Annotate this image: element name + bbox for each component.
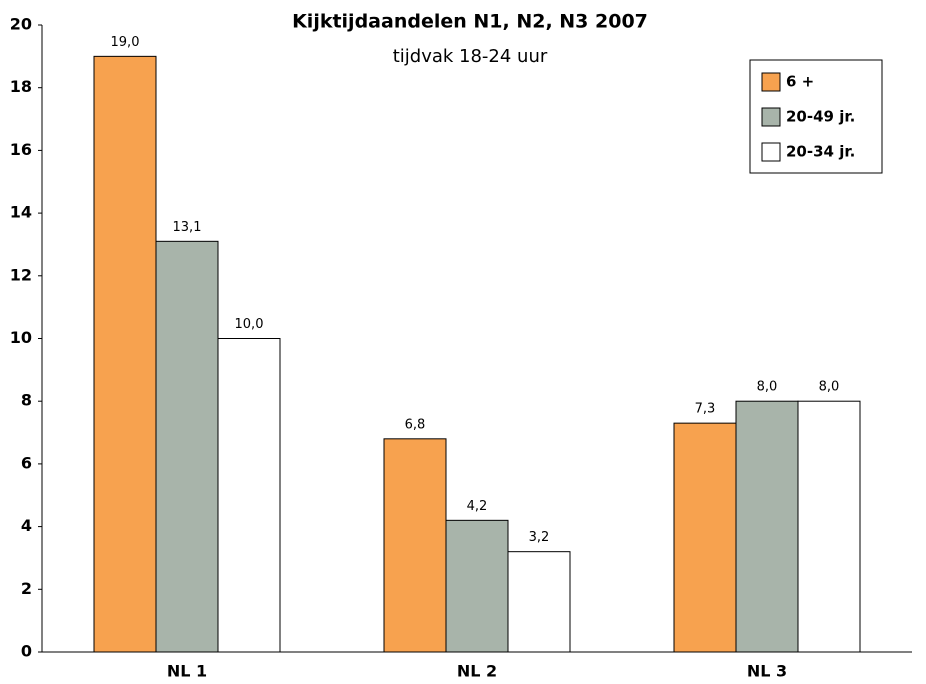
x-tick-label: NL 1 [167,662,207,681]
legend-swatch [761,142,781,162]
bar [93,55,157,653]
y-tick-label: 2 [21,579,32,598]
value-label: 7,3 [695,402,716,417]
bar [383,438,447,653]
bar [155,240,219,653]
x-tick-label: NL 2 [457,662,497,681]
bar [797,400,861,653]
bar [735,400,799,653]
bar [217,338,281,653]
y-tick-label: 14 [10,203,32,222]
y-tick-label: 8 [21,391,32,410]
legend-swatch [761,72,781,92]
y-tick-label: 6 [21,453,32,472]
y-tick-label: 20 [10,15,32,34]
bar [507,551,571,653]
y-tick-label: 0 [21,642,32,661]
bar [673,422,737,653]
y-tick-label: 12 [10,265,32,284]
bar [445,519,509,653]
chart-subtitle: tijdvak 18-24 uur [393,46,548,67]
value-label: 13,1 [173,220,202,235]
y-tick-label: 16 [10,140,32,159]
legend-label: 20-49 jr. [786,108,855,126]
legend-label: 6 + [786,73,814,91]
value-label: 19,0 [111,35,140,50]
chart-title: Kijktijdaandelen N1, N2, N3 2007 [292,11,648,33]
value-label: 8,0 [819,380,840,395]
x-tick-label: NL 3 [747,662,787,681]
y-tick-label: 18 [10,77,32,96]
value-label: 4,2 [467,499,488,514]
value-label: 10,0 [235,317,264,332]
legend-swatch [761,107,781,127]
legend-label: 20-34 jr. [786,143,855,161]
y-tick-label: 4 [21,516,32,535]
y-tick-label: 10 [10,328,32,347]
value-label: 3,2 [529,530,550,545]
value-label: 8,0 [757,380,778,395]
value-label: 6,8 [405,417,426,432]
